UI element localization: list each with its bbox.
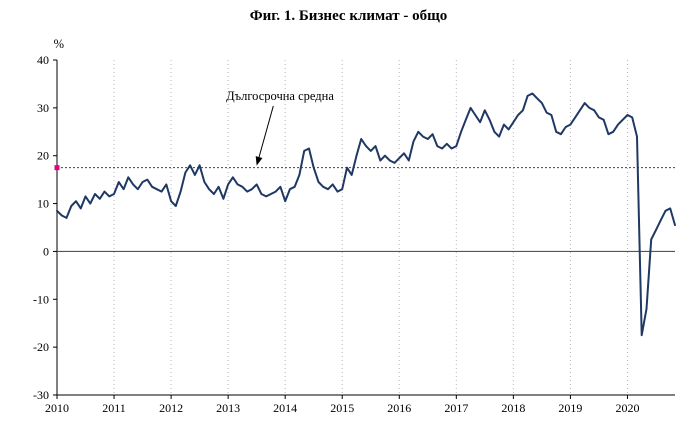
y-tick-label: 0: [43, 244, 49, 258]
y-tick-label: -10: [33, 292, 49, 306]
y-tick-label: 30: [37, 101, 49, 115]
annotation-arrowhead: [255, 156, 263, 166]
y-axis-unit-label: %: [54, 37, 64, 51]
x-tick-label: 2016: [387, 401, 411, 415]
x-tick-label: 2019: [558, 401, 582, 415]
x-tick-label: 2014: [273, 401, 297, 415]
x-tick-label: 2018: [501, 401, 525, 415]
long-term-average-marker: [54, 165, 60, 171]
chart-title: Фиг. 1. Бизнес климат - общо: [249, 8, 448, 24]
x-tick-label: 2013: [216, 401, 240, 415]
y-tick-label: 20: [37, 149, 49, 163]
long-term-average-label: Дългосрочна средна: [226, 89, 334, 103]
y-tick-label: -30: [33, 388, 49, 402]
x-tick-label: 2012: [159, 401, 183, 415]
x-tick-label: 2011: [102, 401, 126, 415]
annotation-arrow-line: [258, 105, 274, 158]
x-tick-label: 2020: [615, 401, 639, 415]
y-tick-label: 10: [37, 197, 49, 211]
x-tick-label: 2017: [444, 401, 468, 415]
series-line: [56, 92, 676, 337]
x-tick-label: 2010: [45, 401, 69, 415]
y-tick-label: 40: [37, 53, 49, 67]
x-tick-label: 2015: [330, 401, 354, 415]
y-tick-label: -20: [33, 340, 49, 354]
